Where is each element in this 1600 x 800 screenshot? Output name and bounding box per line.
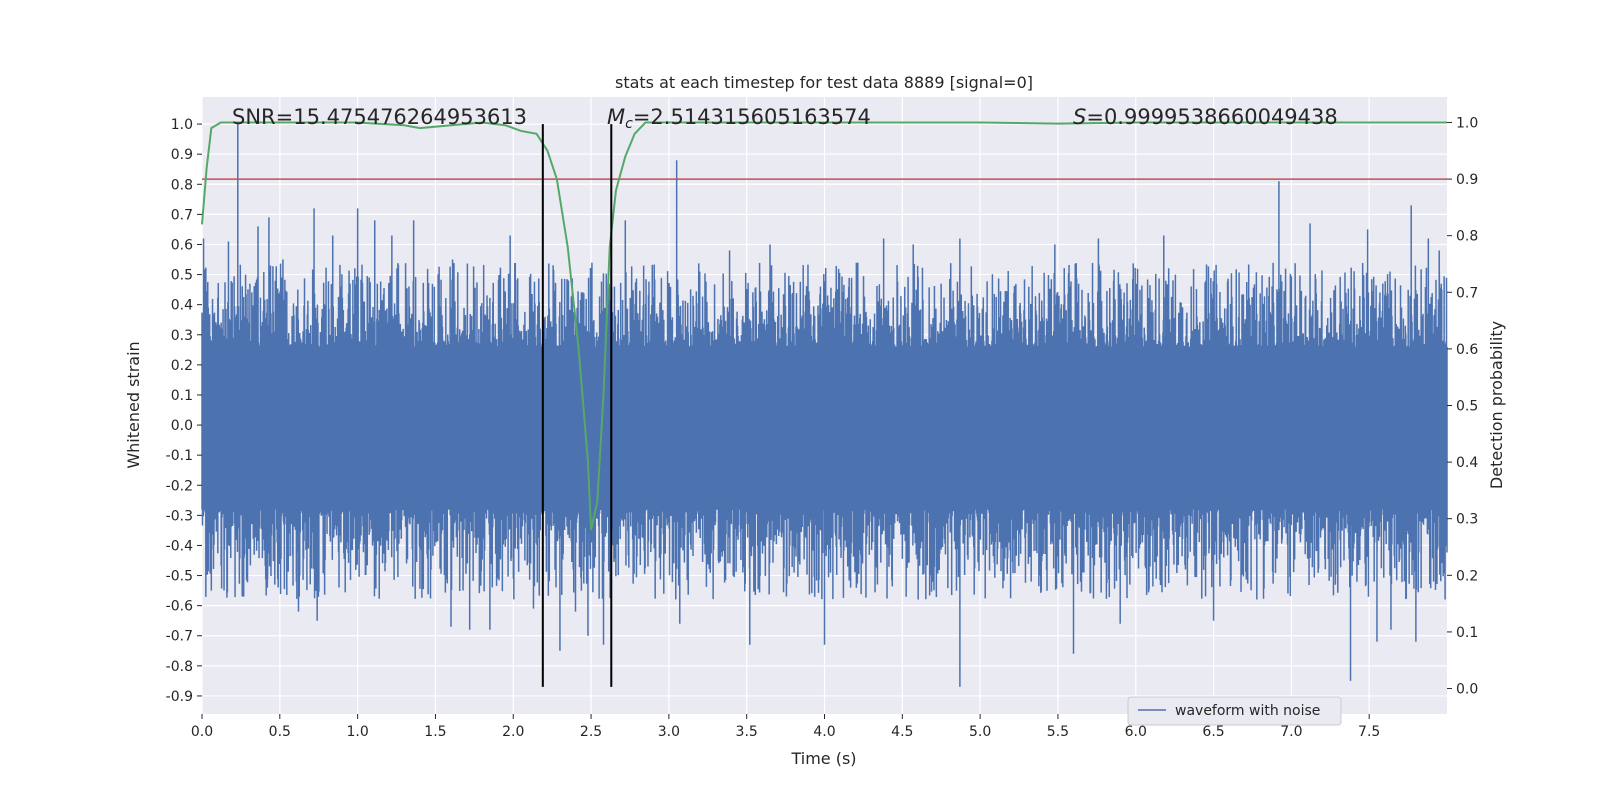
y-tick-label: -0.2 <box>166 478 193 494</box>
y2-tick-label: 0.1 <box>1456 625 1478 641</box>
y-tick-label: 0.9 <box>171 147 193 163</box>
y-axis-label: Whitened strain <box>124 341 143 468</box>
x-tick-label: 0.5 <box>269 724 291 740</box>
y-tick-label: -0.1 <box>166 448 193 464</box>
time-window-lines <box>541 124 613 687</box>
y2-axis-label: Detection probability <box>1487 321 1506 489</box>
y2-tick-label: 0.6 <box>1456 342 1478 358</box>
probability-line <box>201 121 1447 531</box>
mc-symbol: M <box>607 105 625 129</box>
x-tick-label: 3.5 <box>736 724 758 740</box>
x-tick-label: 7.0 <box>1280 724 1302 740</box>
x-tick-label: 5.0 <box>969 724 991 740</box>
y-tick-label: -0.5 <box>166 569 193 585</box>
waveform-series <box>201 124 1448 687</box>
snr-annotation: SNR=15.475476264953613 <box>232 105 527 129</box>
x-tick-label: 2.5 <box>580 724 602 740</box>
x-tick-label: 3.0 <box>658 724 680 740</box>
x-tick-label: 1.5 <box>424 724 446 740</box>
y-tick-label: 0.7 <box>171 207 193 223</box>
x-tick-label: 0.0 <box>191 724 213 740</box>
y-tick-label: 0.2 <box>171 358 193 374</box>
x-tick-label: 7.5 <box>1358 724 1380 740</box>
x-tick-label: 4.0 <box>813 724 835 740</box>
legend: waveform with noise <box>1127 696 1342 726</box>
y-tick-label: -0.8 <box>166 659 193 675</box>
chart-title: stats at each timestep for test data 888… <box>615 73 1033 92</box>
y2-tick-label: 1.0 <box>1456 115 1478 131</box>
y2-axis-ticks: 1.0 0.9 0.8 0.7 0.6 0.5 0.4 0.3 0.2 0.1 0.0 <box>1447 115 1478 698</box>
y-tick-label: 0.0 <box>171 418 193 434</box>
mc-annotation: Mc=2.514315605163574 <box>607 105 871 132</box>
s-symbol: S <box>1073 105 1086 129</box>
y-tick-label: -0.4 <box>166 538 193 554</box>
x-axis-ticks: 0.0 0.5 1.0 1.5 2.0 2.5 3.0 3.5 4.0 4.5 5.0 5.5 6.0 6… <box>191 714 1380 740</box>
y-tick-label: 0.4 <box>171 298 193 314</box>
s-annotation: S=0.9999538660049438 <box>1073 105 1338 129</box>
y2-tick-label: 0.3 <box>1456 512 1478 528</box>
y-tick-label: 0.5 <box>171 268 193 284</box>
y2-tick-label: 0.5 <box>1456 399 1478 415</box>
y-tick-label: -0.9 <box>166 689 193 705</box>
y-tick-label: -0.6 <box>166 599 193 615</box>
y2-tick-label: 0.0 <box>1456 682 1478 698</box>
mc-subscript: c <box>625 116 633 132</box>
x-tick-label: 1.0 <box>346 724 368 740</box>
legend-box <box>1127 696 1342 726</box>
probability-series <box>201 121 1447 531</box>
y2-tick-label: 0.2 <box>1456 568 1478 584</box>
x-tick-label: 6.0 <box>1125 724 1147 740</box>
y2-tick-label: 0.4 <box>1456 455 1478 471</box>
y-tick-label: 0.8 <box>171 177 193 193</box>
y2-tick-label: 0.8 <box>1456 229 1478 245</box>
legend-entry: waveform with noise <box>1175 703 1320 719</box>
y-tick-label: 0.3 <box>171 328 193 344</box>
y-tick-label: -0.3 <box>166 508 193 524</box>
x-tick-label: 6.5 <box>1202 724 1224 740</box>
y2-tick-label: 0.9 <box>1456 172 1478 188</box>
y2-tick-label: 0.7 <box>1456 285 1478 301</box>
s-value: =0.9999538660049438 <box>1086 105 1337 129</box>
mc-value: =2.514315605163574 <box>633 105 871 129</box>
y-tick-label: 0.1 <box>171 388 193 404</box>
y-tick-label: -0.7 <box>166 629 193 645</box>
x-tick-label: 4.5 <box>891 724 913 740</box>
y-tick-label: 0.6 <box>171 237 193 253</box>
y-axis-ticks: 1.0 0.9 0.8 0.7 0.6 0.5 0.4 0.3 0.2 0.1 0.0 -0.1 -0.… <box>166 117 202 705</box>
x-tick-label: 2.0 <box>502 724 524 740</box>
waveform-trace <box>201 124 1448 687</box>
x-axis-label: Time (s) <box>790 749 856 768</box>
x-tick-label: 5.5 <box>1047 724 1069 740</box>
y-tick-label: 1.0 <box>171 117 193 133</box>
